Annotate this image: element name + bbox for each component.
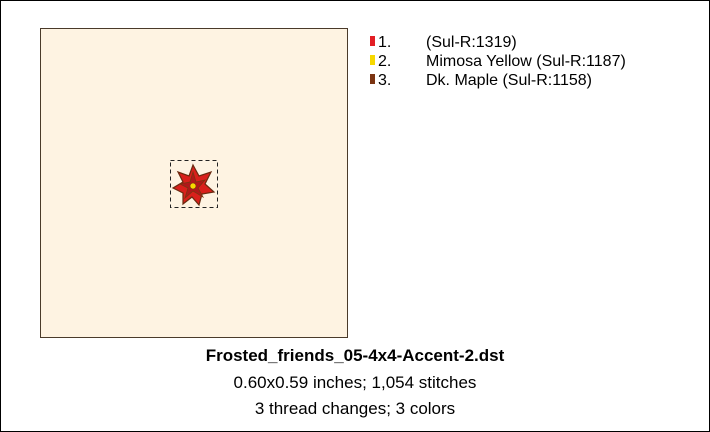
thread-info: 3 thread changes; 3 colors (255, 399, 455, 418)
thread-swatch (370, 74, 375, 84)
flower-center (189, 182, 197, 190)
design-bounds (170, 160, 218, 208)
thread-name: Mimosa Yellow (Sul-R:1187) (426, 53, 626, 70)
thread-swatch (370, 36, 375, 46)
filename: Frosted_friends_05-4x4-Accent-2.dst (206, 346, 505, 365)
thread-number: 2. (378, 53, 391, 70)
thread-name: Dk. Maple (Sul-R:1158) (426, 72, 592, 89)
thread-legend: 1. (Sul-R:1319) 2. Mimosa Yellow (Sul-R:118… (370, 34, 626, 89)
thread-number: 1. (378, 34, 391, 51)
thread-swatch (370, 55, 375, 65)
thread-number: 3. (378, 72, 391, 89)
design-preview (170, 160, 218, 208)
size-info: 0.60x0.59 inches; 1,054 stitches (234, 373, 477, 392)
thread-name: (Sul-R:1319) (426, 34, 517, 51)
